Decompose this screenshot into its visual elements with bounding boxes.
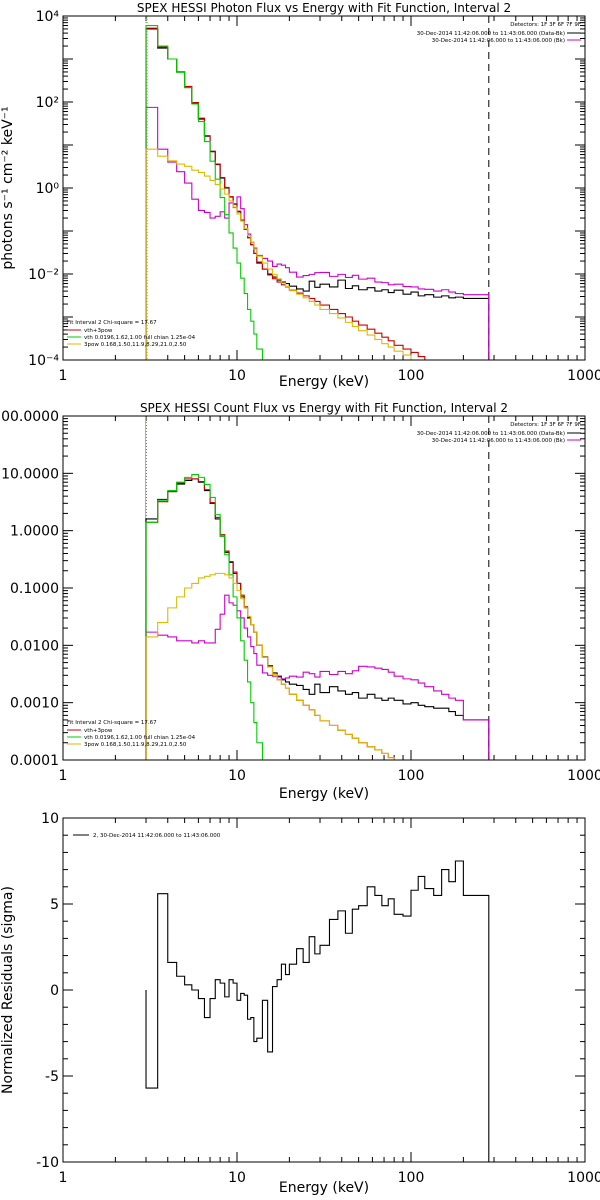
plot-frame	[62, 817, 586, 1163]
x-tick-label: 1	[59, 768, 68, 784]
y-axis-label: Normalized Residuals (sigma)	[0, 886, 16, 1094]
legend-detectors: Detectors: 1F 3F 6F 7F 9F	[510, 22, 581, 28]
x-axis-label: Energy (keV)	[279, 374, 369, 390]
series-bk	[145, 594, 490, 760]
x-tick-label: 1000	[567, 1170, 600, 1186]
series-3pow	[145, 572, 489, 760]
x-tick-label: 10	[228, 368, 246, 384]
x-axis-label: Energy (keV)	[279, 786, 369, 802]
chart-title: SPEX HESSI Photon Flux vs Energy with Fi…	[137, 1, 511, 15]
plot-frame	[62, 15, 586, 361]
y-tick-label: -5	[45, 1069, 59, 1085]
x-tick-label: 1000	[567, 368, 600, 384]
chart-panel-1: SPEX HESSI Photon Flux vs Energy with Fi…	[0, 1, 600, 390]
legend-entry-label: 2, 30-Dec-2014 11:42:06.000 to 11:43:06.…	[93, 833, 221, 839]
legend-entry-label: 30-Dec-2014 11:42:06.000 to 11:43:06.000…	[417, 431, 565, 437]
y-tick-label: 10	[41, 811, 59, 827]
y-tick-label: 0	[50, 983, 59, 999]
chart-panel-3: 1 10 100 1000 -10 -5 0 5 10 Energy (keV) Normalize…	[0, 811, 600, 1196]
y-tick-label: 0.0010	[10, 696, 59, 712]
legend-entry-label: 3pow 0.168,1.50,11.9,8.29,21.0,2.50	[84, 742, 187, 748]
plot-area	[145, 860, 490, 1162]
legend-entry-label: vth+3pow	[84, 328, 113, 334]
series-residuals	[145, 860, 490, 1162]
series-3pow	[145, 148, 489, 360]
y-tick-label: 100.0000	[0, 409, 59, 425]
series-vth	[145, 474, 489, 760]
series-data-bk	[145, 28, 490, 360]
legend-entry-label: vth 0.0196,1.62,1.00 full chian 1.25e-04	[84, 735, 196, 741]
x-tick-label: 100	[398, 1170, 425, 1186]
legend-entry-label: 30-Dec-2014 11:42:06.000 to 11:43:06.000…	[432, 38, 565, 44]
series-data-bk	[145, 478, 490, 760]
x-tick-label: 1	[59, 1170, 68, 1186]
y-tick-label: 10⁻⁴	[28, 353, 59, 369]
x-tick-label: 100	[398, 768, 425, 784]
chart-title: SPEX HESSI Count Flux vs Energy with Fit…	[140, 401, 508, 415]
legend-entry-label: vth 0.0196,1.62,1.00 full chian 1.25e-04	[84, 335, 196, 341]
plot-area	[145, 474, 490, 760]
series-vth-3pow	[145, 478, 489, 760]
legend-detectors: Detectors: 1F 3F 6F 7F 9F	[510, 422, 581, 428]
y-tick-label: 10⁰	[36, 181, 60, 197]
y-tick-label: 0.0001	[10, 753, 59, 769]
y-axis-label: photons s⁻¹ cm⁻² keV⁻¹	[0, 106, 16, 269]
x-tick-label: 100	[398, 368, 425, 384]
plot-area	[145, 24, 490, 360]
legend-fit-header: Fit Interval 2 Chi-square = 17.67	[67, 320, 157, 326]
y-tick-label: 10.0000	[1, 466, 59, 482]
y-tick-label: -10	[36, 1155, 59, 1171]
legend-fit-header: Fit Interval 2 Chi-square = 17.67	[67, 720, 157, 726]
legend-entry-label: 30-Dec-2014 11:42:06.000 to 11:43:06.000…	[432, 438, 565, 444]
y-tick-label: 0.1000	[10, 581, 59, 597]
x-axis-label: Energy (keV)	[279, 1180, 369, 1196]
x-tick-label: 1	[59, 368, 68, 384]
y-tick-label: 0.0100	[10, 638, 59, 654]
plot-frame	[62, 415, 586, 761]
legend-entry-label: vth+3pow	[84, 728, 113, 734]
x-tick-label: 1000	[567, 768, 600, 784]
series-vth-3pow	[145, 27, 489, 360]
series-vth	[145, 24, 489, 360]
chart-panel-2: SPEX HESSI Count Flux vs Energy with Fit…	[0, 401, 600, 802]
y-tick-label: 10⁴	[36, 9, 60, 25]
y-tick-label: 10⁻²	[28, 267, 59, 283]
x-tick-label: 10	[228, 768, 246, 784]
y-tick-label: 5	[50, 897, 59, 913]
x-tick-label: 10	[228, 1170, 246, 1186]
legend-entry-label: 3pow 0.168,1.50,11.9,8.29,21.0,2.50	[84, 342, 187, 348]
y-tick-label: 1.0000	[10, 524, 59, 540]
y-tick-label: 10²	[36, 95, 59, 111]
legend-entry-label: 30-Dec-2014 11:42:06.000 to 11:43:06.000…	[417, 31, 565, 37]
series-bk	[145, 106, 490, 360]
